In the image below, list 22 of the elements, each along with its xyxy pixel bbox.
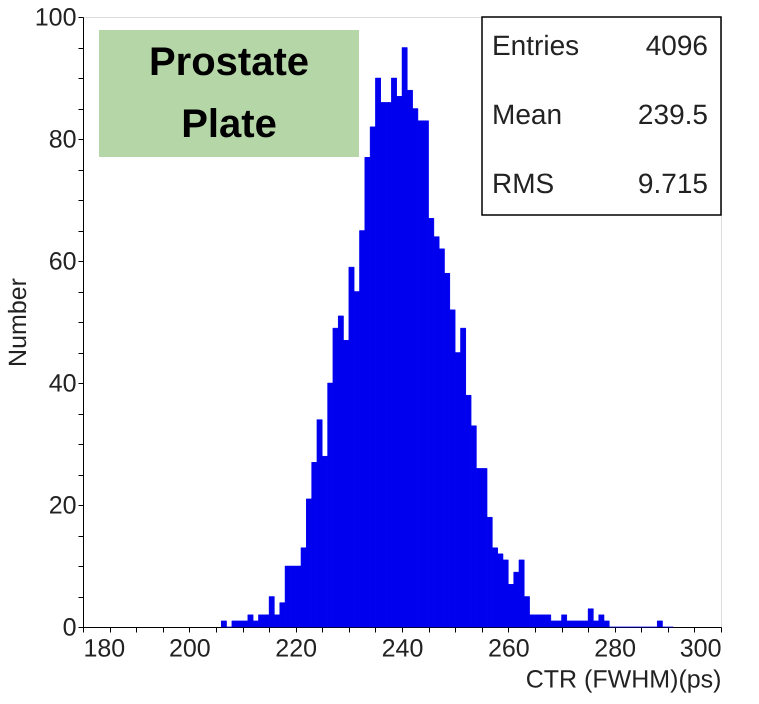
- annotation: 9.715: [638, 168, 708, 199]
- y-tick-label: 60: [48, 248, 76, 276]
- annotation: Entries: [492, 30, 580, 61]
- y-tick-label: 0: [62, 614, 76, 642]
- x-tick-label: 300: [680, 634, 722, 662]
- x-tick-label: 260: [488, 634, 530, 662]
- annotation: Prostate Plate: [148, 40, 310, 146]
- y-tick-label: 40: [48, 370, 76, 398]
- annotation: RMS: [492, 168, 554, 199]
- y-tick-label: 20: [48, 492, 76, 520]
- x-tick-label: 180: [84, 634, 126, 662]
- x-tick-label: 200: [168, 634, 211, 662]
- annotation: 239.5: [638, 99, 708, 130]
- y-tick-label: 100: [34, 4, 76, 32]
- annotation: Mean: [492, 99, 562, 130]
- y-axis-title: Number: [4, 278, 32, 367]
- x-tick-label: 220: [275, 634, 318, 662]
- annotation: 4096: [646, 30, 708, 61]
- x-axis-title: CTR (FWHM)(ps): [526, 666, 722, 694]
- x-tick-label: 280: [594, 634, 636, 662]
- x-tick-label: 240: [382, 634, 424, 662]
- y-tick-label: 80: [48, 126, 76, 154]
